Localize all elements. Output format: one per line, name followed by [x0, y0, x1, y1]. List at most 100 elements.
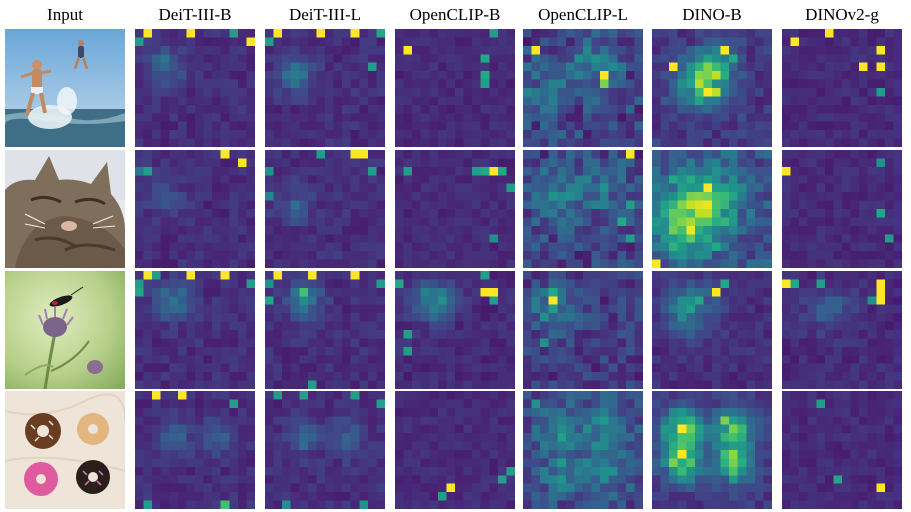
heatmap-cell [799, 225, 808, 235]
heatmap-cell [737, 71, 747, 80]
heatmap-cell [876, 150, 886, 159]
heatmap-cell [867, 287, 877, 297]
heatmap-cell [824, 296, 834, 305]
heatmap-cell [652, 62, 661, 72]
heatmap-cell [203, 79, 213, 89]
heatmap-cell [824, 54, 834, 63]
heatmap-cell [625, 355, 635, 364]
heatmap-cell [350, 200, 360, 210]
heatmap-cell [617, 355, 627, 364]
heatmap-cell [608, 88, 618, 97]
heatmap-cell [350, 183, 360, 193]
heatmap-cell [799, 62, 808, 72]
heatmap-cell [799, 37, 808, 47]
heatmap-cell [350, 391, 360, 400]
heatmap-cell [152, 492, 161, 501]
heatmap-cell [177, 355, 187, 364]
heatmap-cell [290, 251, 300, 260]
heatmap-cell [703, 150, 713, 159]
heatmap-cell [583, 62, 592, 72]
heatmap-cell [729, 183, 738, 193]
heatmap-cell [282, 209, 291, 218]
heatmap-cell [480, 458, 490, 468]
heatmap-cell [867, 399, 877, 409]
heatmap-cell [565, 399, 575, 409]
heatmap-cell [307, 150, 317, 159]
heatmap-cell [246, 225, 255, 235]
heatmap-cell [282, 433, 291, 442]
heatmap-cell [540, 355, 549, 364]
heatmap-cell [307, 363, 317, 373]
heatmap-cell [540, 29, 549, 38]
heatmap-cell [152, 183, 161, 193]
heatmap-cell [195, 450, 204, 459]
heatmap-cell [489, 500, 499, 509]
heatmap-cell [169, 45, 179, 55]
heatmap-cell [395, 355, 404, 364]
heatmap-cell [367, 321, 377, 331]
heatmap-cell [591, 450, 601, 459]
heatmap-cell [497, 29, 507, 38]
heatmap-cell [867, 138, 877, 147]
heatmap-cell [591, 158, 601, 168]
heatmap-cell [412, 492, 421, 501]
heatmap-cell [325, 391, 334, 400]
heatmap-cell [429, 96, 439, 106]
heatmap-cell [677, 466, 687, 476]
heatmap-cell [523, 29, 532, 38]
heatmap-cell [782, 29, 791, 38]
heatmap-cell [884, 338, 894, 348]
heatmap-cell [790, 407, 800, 417]
heatmap-cell [135, 372, 144, 381]
heatmap-cell [333, 200, 343, 210]
heatmap-cell [489, 380, 499, 389]
heatmap-cell [608, 158, 618, 168]
heatmap-cell [282, 113, 291, 122]
heatmap-cell [790, 492, 800, 501]
heatmap-cell [617, 433, 627, 442]
heatmap-cell [720, 96, 730, 106]
heatmap-cell [746, 225, 756, 235]
heatmap-cell [893, 113, 902, 122]
heatmap-cell [152, 330, 161, 339]
heatmap-cell [884, 296, 894, 305]
heatmap-cell [359, 296, 369, 305]
heatmap-cell [677, 355, 687, 364]
heatmap-cell [540, 158, 549, 168]
heatmap-cell [135, 450, 144, 459]
heatmap-cell [782, 372, 791, 381]
heatmap-cell [884, 130, 894, 139]
heatmap-cell [816, 37, 826, 47]
heatmap-cell [893, 330, 902, 339]
heatmap-cell [506, 466, 515, 476]
heatmap-cell [177, 158, 187, 168]
heatmap-cell [455, 113, 464, 122]
heatmap-cell [850, 217, 860, 227]
attention-map-openclip-l-row-3 [523, 271, 643, 389]
heatmap-cell [754, 287, 764, 297]
heatmap-cell [782, 96, 791, 106]
heatmap-cell [237, 183, 247, 193]
heatmap-cell [265, 416, 274, 425]
heatmap-cell [754, 391, 764, 400]
heatmap-cell [686, 242, 696, 252]
heatmap-cell [376, 166, 385, 176]
heatmap-cell [472, 475, 481, 484]
heatmap-cell [893, 88, 902, 97]
heatmap-cell [316, 313, 326, 322]
heatmap-cell [203, 104, 213, 114]
heatmap-cell [403, 338, 413, 348]
heatmap-cell [273, 175, 283, 184]
heatmap-cell [412, 355, 421, 364]
heatmap-cell [480, 234, 490, 243]
heatmap-cell [652, 492, 661, 501]
heatmap-cell [237, 450, 247, 459]
heatmap-cell [220, 242, 230, 252]
heatmap-cell [703, 441, 713, 451]
heatmap-cell [472, 466, 481, 476]
heatmap-cell [186, 416, 196, 425]
heatmap-cell [634, 183, 643, 193]
heatmap-cell [660, 321, 670, 331]
heatmap-cell [703, 96, 713, 106]
heatmap-cell [867, 29, 877, 38]
